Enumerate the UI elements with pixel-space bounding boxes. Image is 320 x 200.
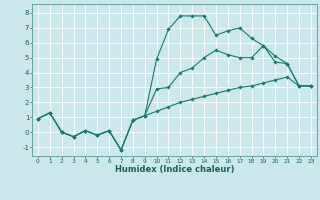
X-axis label: Humidex (Indice chaleur): Humidex (Indice chaleur) — [115, 165, 234, 174]
